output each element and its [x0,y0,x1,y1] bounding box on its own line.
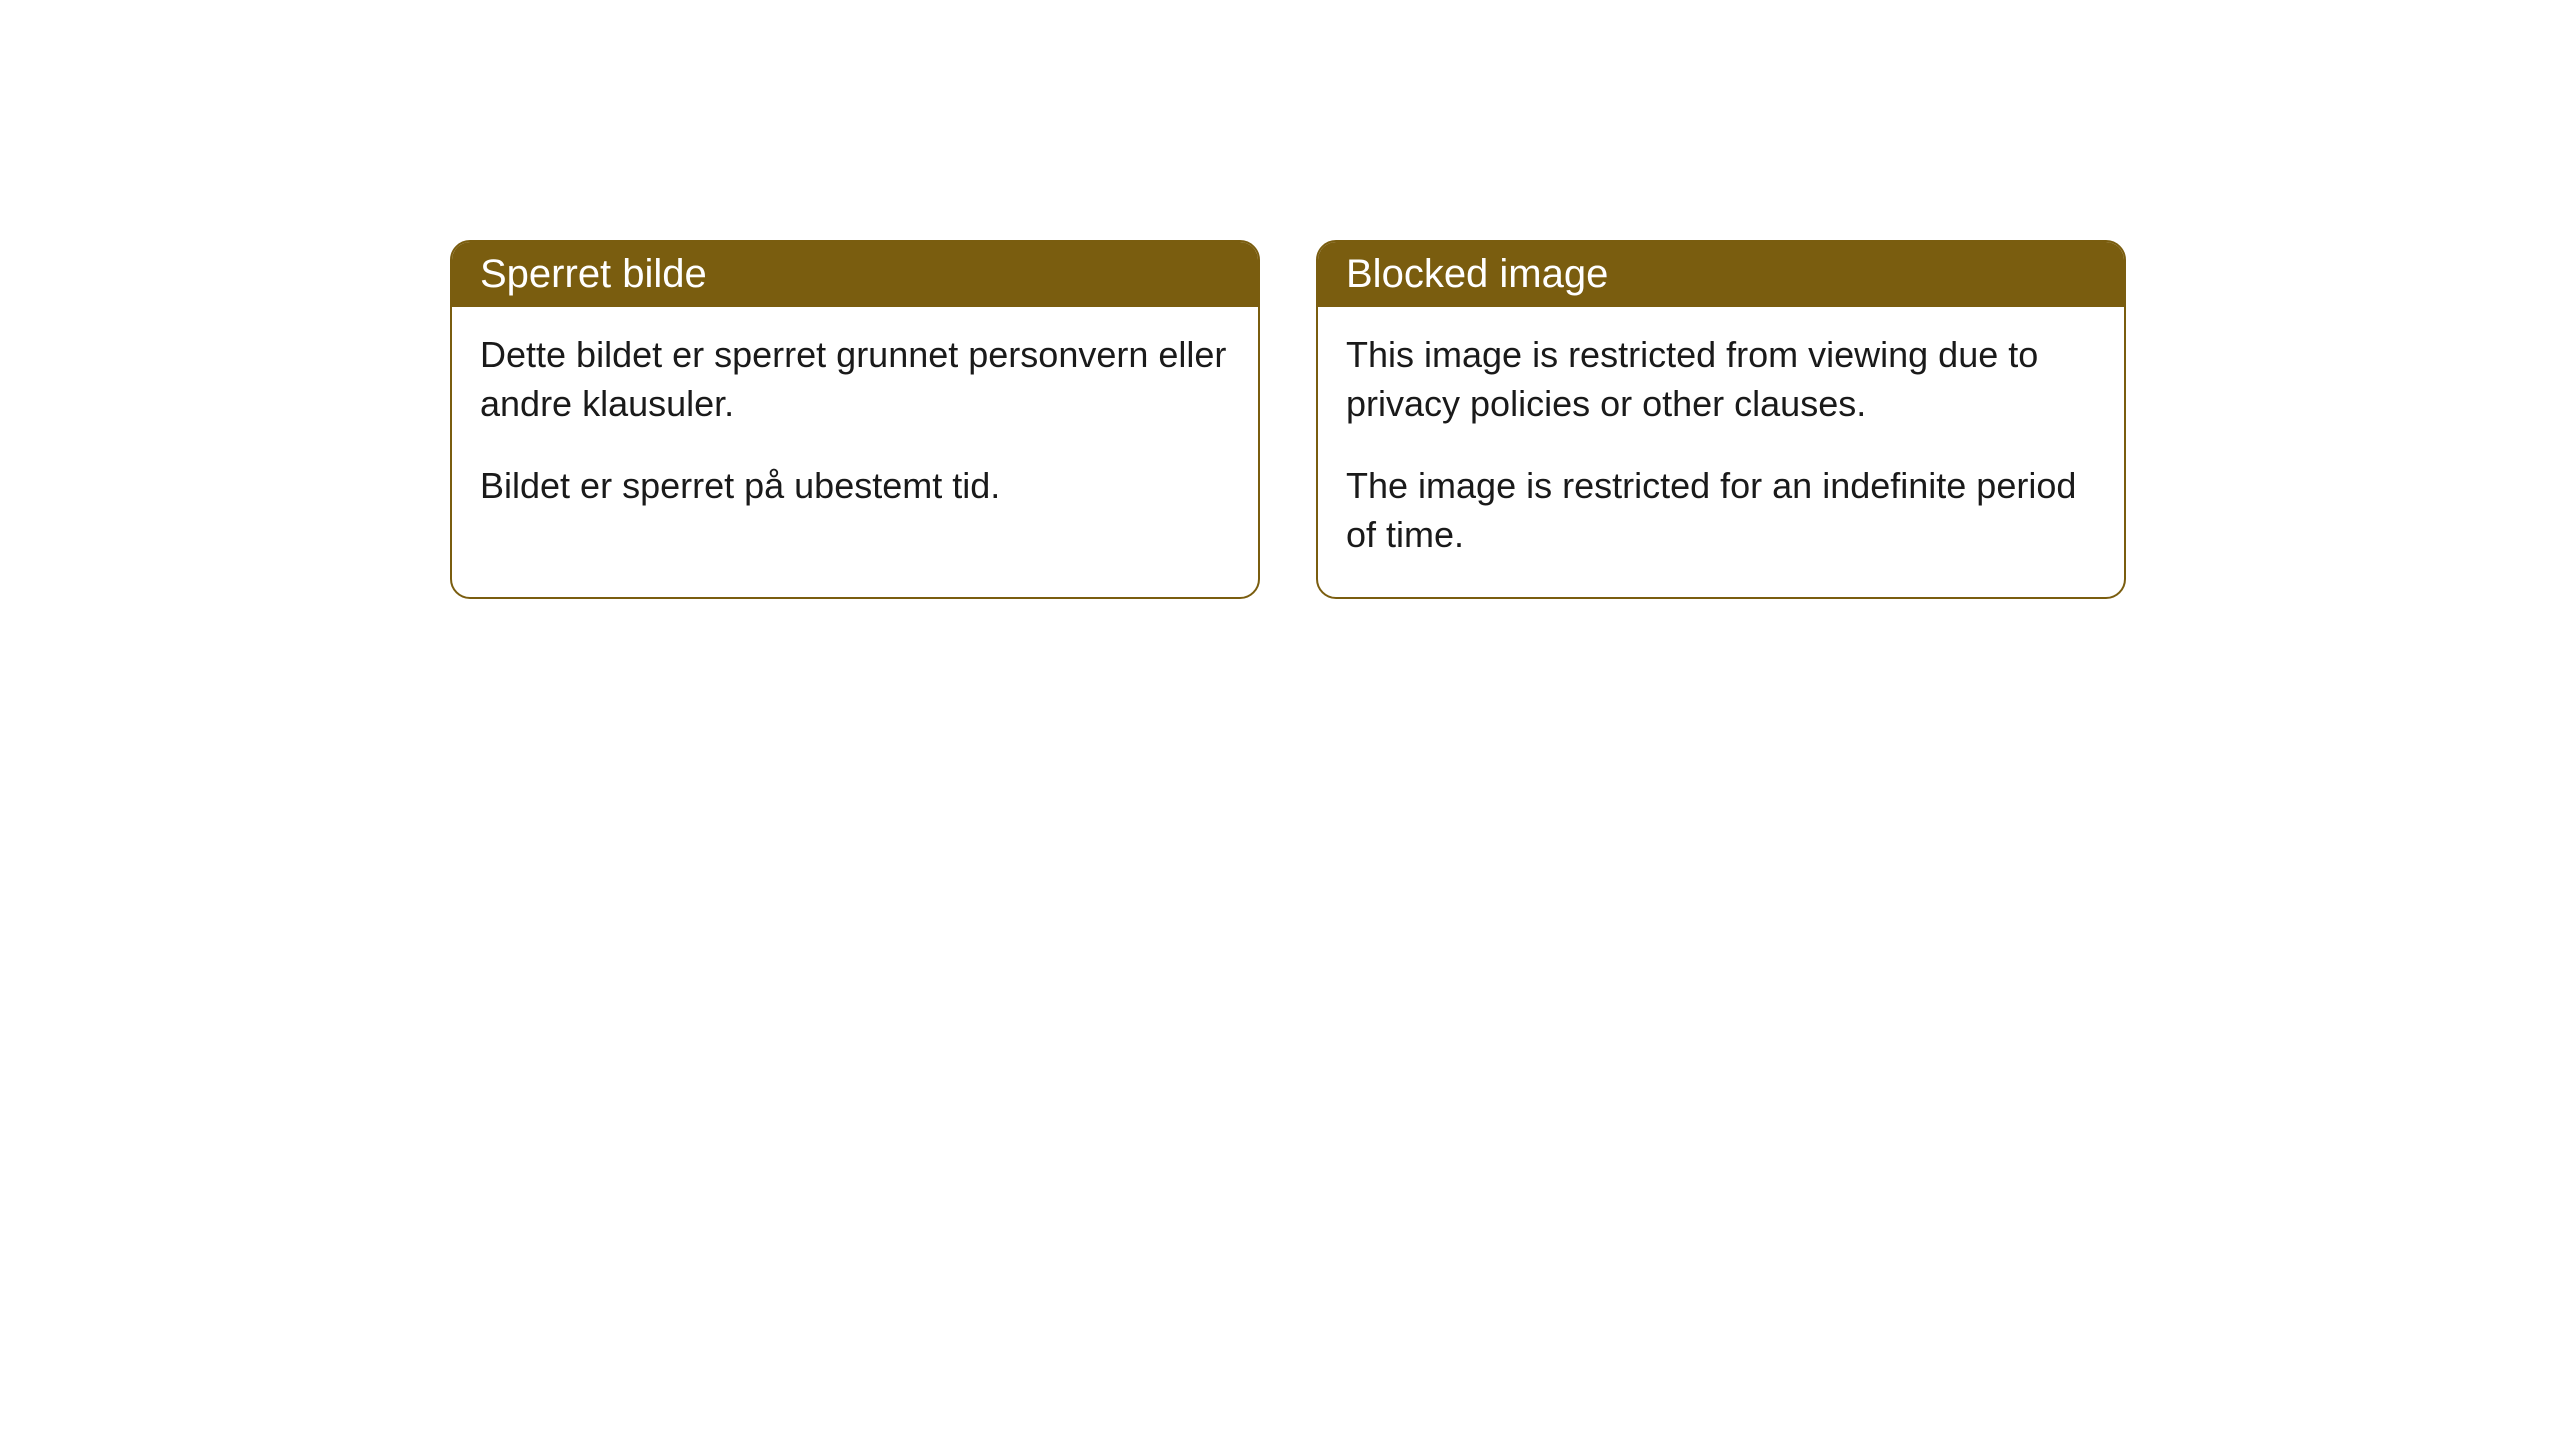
card-title: Sperret bilde [480,252,707,296]
card-title: Blocked image [1346,252,1608,296]
card-header: Sperret bilde [452,242,1258,307]
card-body: This image is restricted from viewing du… [1318,307,2124,597]
card-body: Dette bildet er sperret grunnet personve… [452,307,1258,549]
card-paragraph: Bildet er sperret på ubestemt tid. [480,462,1230,511]
notice-cards-container: Sperret bilde Dette bildet er sperret gr… [450,240,2126,599]
card-paragraph: Dette bildet er sperret grunnet personve… [480,331,1230,428]
card-paragraph: The image is restricted for an indefinit… [1346,462,2096,559]
card-paragraph: This image is restricted from viewing du… [1346,331,2096,428]
notice-card-norwegian: Sperret bilde Dette bildet er sperret gr… [450,240,1260,599]
notice-card-english: Blocked image This image is restricted f… [1316,240,2126,599]
card-header: Blocked image [1318,242,2124,307]
